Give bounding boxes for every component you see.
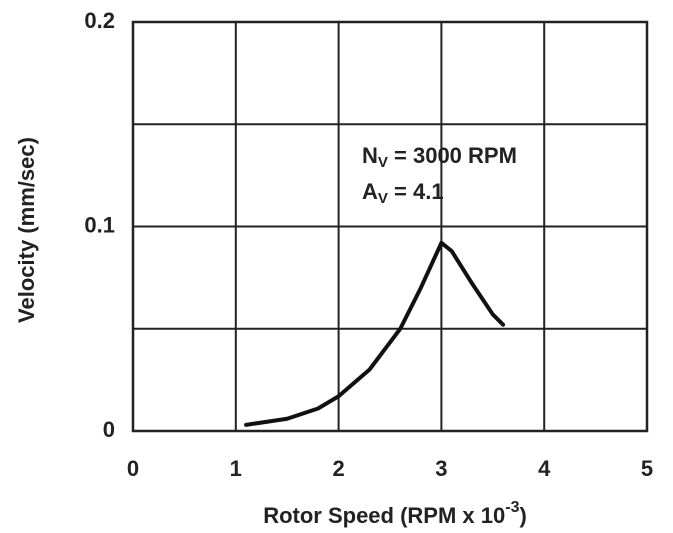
y-axis-label: Velocity (mm/sec) [14, 137, 39, 323]
y-tick-label: 0 [103, 417, 115, 442]
y-tick-label: 0.1 [84, 212, 115, 237]
y-tick-label: 0.2 [84, 8, 115, 33]
annotation: AV = 4.1 [362, 179, 444, 207]
annotation-symbol: A [362, 179, 378, 204]
x-axis-label-text: Rotor Speed (RPM x 10 [263, 503, 505, 528]
annotation: NV = 3000 RPM [362, 143, 517, 171]
x-tick-label: 4 [538, 456, 551, 481]
annotation-text: = 3000 RPM [388, 143, 517, 168]
x-axis-label: Rotor Speed (RPM x 10-3) [263, 499, 527, 528]
x-tick-label: 3 [435, 456, 447, 481]
x-axis-label-suffix: ) [519, 503, 526, 528]
annotation-subscript: V [378, 190, 388, 207]
x-tick-label: 0 [127, 456, 139, 481]
x-tick-label: 1 [230, 456, 242, 481]
annotation-text: = 4.1 [388, 179, 444, 204]
x-tick-label: 5 [641, 456, 653, 481]
x-tick-label: 2 [332, 456, 344, 481]
line-series [244, 240, 506, 427]
annotation-subscript: V [378, 154, 388, 171]
annotation-symbol: N [362, 143, 378, 168]
x-axis-label-superscript: -3 [505, 499, 519, 516]
